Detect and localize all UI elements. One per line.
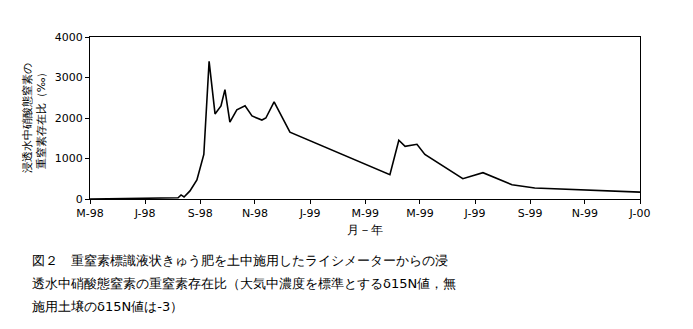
svg-text:施用土壌のδ15N値は-3）: 施用土壌のδ15N値は-3） xyxy=(32,299,183,314)
svg-text:J-98: J-98 xyxy=(134,207,156,220)
svg-text:浸透水中硝酸態窒素の重窒素存在比（‰）: 浸透水中硝酸態窒素の重窒素存在比（‰） xyxy=(21,63,48,173)
svg-text:M-98: M-98 xyxy=(76,207,103,220)
svg-text:M-99: M-99 xyxy=(406,207,433,220)
svg-text:3000: 3000 xyxy=(55,71,83,84)
svg-text:1000: 1000 xyxy=(55,152,83,165)
svg-text:J-99: J-99 xyxy=(464,207,486,220)
svg-text:2000: 2000 xyxy=(55,112,83,125)
svg-text:J-00: J-00 xyxy=(629,207,651,220)
svg-text:S-99: S-99 xyxy=(518,207,543,220)
svg-text:透水中硝酸態窒素の重窒素存在比（大気中濃度を標準とするδ15: 透水中硝酸態窒素の重窒素存在比（大気中濃度を標準とするδ15N値，無 xyxy=(32,276,456,291)
svg-text:N-99: N-99 xyxy=(572,207,598,220)
svg-text:N-98: N-98 xyxy=(242,207,268,220)
svg-text:図２ 重窒素標識液状きゅう肥を土中施用したライシメーターから: 図２ 重窒素標識液状きゅう肥を土中施用したライシメーターからの浸 xyxy=(32,253,448,268)
svg-text:M-99: M-99 xyxy=(351,207,378,220)
svg-text:月－年: 月－年 xyxy=(347,223,383,237)
svg-text:J-99: J-99 xyxy=(299,207,321,220)
svg-text:0: 0 xyxy=(76,193,83,206)
svg-text:S-98: S-98 xyxy=(188,207,213,220)
svg-text:4000: 4000 xyxy=(55,31,83,44)
